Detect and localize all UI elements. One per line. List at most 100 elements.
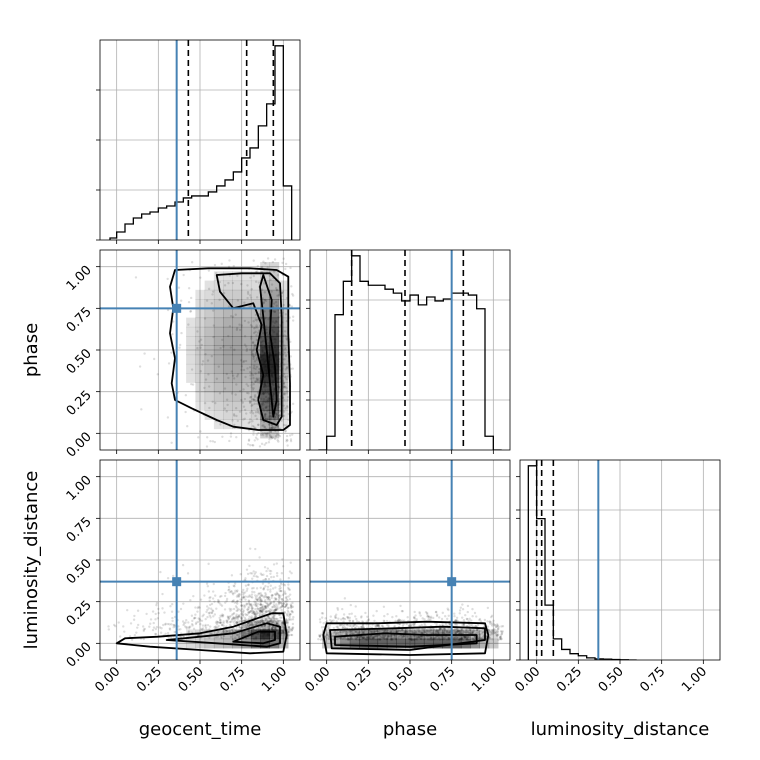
scatter-point [462,623,466,627]
scatter-point [381,636,385,639]
scatter-point [497,638,500,642]
scatter-point [401,628,404,631]
scatter-point [274,626,278,630]
scatter-point [237,608,240,611]
scatter-point [435,614,439,618]
density-cell [250,289,261,300]
scatter-point [465,630,468,634]
scatter-point [239,359,243,362]
scatter-point [244,345,248,348]
scatter-point [250,587,254,590]
scatter-point [286,609,289,612]
scatter-point [421,617,424,620]
scatter-point [286,398,289,402]
scatter-point [198,606,201,609]
scatter-point [500,630,504,634]
scatter-point [321,612,325,615]
scatter-point [471,614,474,618]
scatter-point [274,598,277,602]
scatter-point [136,623,140,627]
scatter-point [457,629,461,632]
scatter-point [336,608,340,611]
scatter-point [170,610,174,613]
scatter-point [410,634,413,638]
scatter-point [257,627,260,630]
scatter-point [250,404,253,408]
scatter-point [287,626,291,629]
scatter-panel-geocent_time-vs-phase [99,249,301,451]
scatter-point [229,432,233,435]
scatter-point [259,594,263,597]
scatter-point [249,411,252,414]
scatter-point [261,618,264,622]
scatter-point [257,423,260,426]
scatter-point [218,616,221,620]
scatter-point [440,635,444,638]
scatter-point [233,622,236,626]
scatter-point [286,396,290,399]
scatter-point [252,274,256,278]
scatter-point [289,604,293,607]
scatter-point [210,302,214,305]
scatter-point [243,616,247,620]
scatter-point [238,621,242,624]
scatter-point [332,619,335,622]
scatter-point [225,410,228,413]
scatter-point [432,627,436,630]
scatter-point [250,624,254,627]
scatter-point [493,631,496,634]
scatter-point [239,609,243,613]
scatter-point [275,288,279,291]
scatter-point [259,586,262,589]
density-cell [250,280,261,291]
scatter-point [448,631,452,634]
scatter-point [275,622,278,626]
density-cell [186,638,196,649]
scatter-point [249,324,253,327]
scatter-point [238,323,241,326]
scatter-point [423,622,426,626]
scatter-point [166,308,170,312]
scatter-point [352,632,355,635]
scatter-point [349,624,353,628]
scatter-point [279,589,283,593]
scatter-point [226,403,229,407]
scatter-point [261,433,265,437]
scatter-point [216,621,220,624]
scatter-point [259,600,262,604]
scatter-point [183,622,186,625]
scatter-point [250,624,254,627]
density-cell [232,326,243,337]
scatter-point [241,625,244,628]
scatter-point [236,599,239,603]
scatter-point [498,635,502,639]
scatter-point [288,593,292,596]
scatter-point [340,618,343,621]
scatter-point [239,598,242,601]
scatter-point [206,584,210,588]
density-cell [195,289,206,300]
scatter-point [455,627,459,631]
scatter-point [142,629,145,633]
scatter-point [154,632,157,636]
scatter-point [365,636,369,639]
scatter-point [251,341,255,344]
scatter-point [273,419,276,422]
scatter-point [280,625,284,629]
scatter-point [192,617,196,620]
scatter-point [219,423,222,426]
y-axis-label-luminosity_distance: luminosity_distance [21,471,42,650]
scatter-point [244,625,247,629]
scatter-point [228,629,232,632]
scatter-point [238,614,241,617]
scatter-point [245,624,248,627]
scatter-point [254,414,257,418]
scatter-point [233,619,237,622]
scatter-point [402,622,405,626]
scatter-point [230,619,234,622]
scatter-point [389,635,393,638]
scatter-point [244,623,247,626]
scatter-point [456,629,459,633]
scatter-point [224,591,227,595]
scatter-point [486,620,489,623]
